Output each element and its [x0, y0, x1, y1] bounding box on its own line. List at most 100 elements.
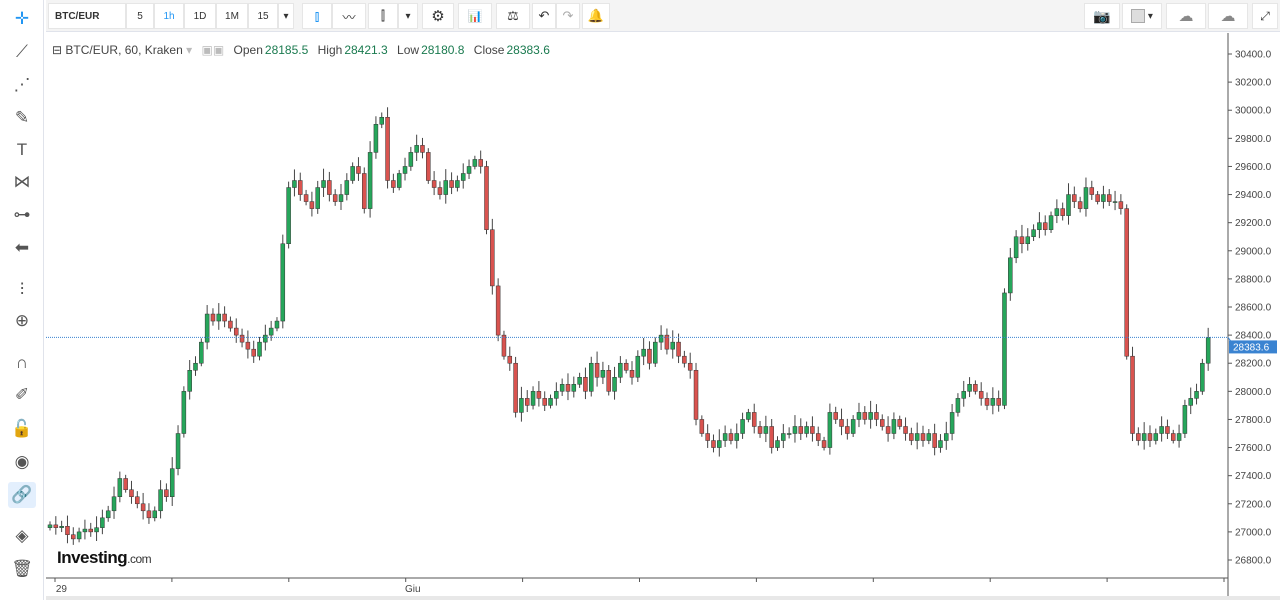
candle-body: [396, 173, 402, 188]
price-tick-label: 27800.0: [1235, 415, 1272, 426]
candle-body: [949, 412, 955, 434]
candle-body: [786, 433, 792, 435]
candle: [396, 169, 402, 191]
link-tool[interactable]: 🔗: [8, 482, 36, 508]
candle: [589, 356, 594, 397]
interval-5[interactable]: 5: [126, 3, 154, 29]
interval-1m[interactable]: 1M: [216, 3, 248, 29]
candle: [251, 340, 256, 363]
interval-1d[interactable]: 1D: [184, 3, 216, 29]
color-button[interactable]: ▾: [1122, 3, 1162, 29]
candle: [117, 471, 123, 503]
price-tick-label: 27000.0: [1235, 527, 1272, 538]
undo-button[interactable]: ↶: [532, 3, 556, 29]
candle-body: [955, 398, 961, 413]
interval-1h[interactable]: 1h: [154, 3, 184, 29]
candle: [804, 421, 809, 438]
candle-body: [344, 180, 350, 195]
crosshair-tool[interactable]: ✛: [8, 6, 36, 32]
fullscreen-button[interactable]: ⤢: [1252, 3, 1278, 29]
candle: [228, 316, 233, 332]
measure-tool[interactable]: ⊶: [8, 202, 36, 228]
candle: [1054, 199, 1060, 224]
layers-tool[interactable]: ◈: [8, 523, 36, 549]
candle-body: [664, 334, 670, 350]
redo-icon: ↷: [562, 8, 574, 23]
legend-title[interactable]: BTC/EUR, 60, Kraken: [65, 43, 183, 57]
candle-body: [245, 341, 251, 350]
zoom-in-tool[interactable]: ⊕: [8, 308, 36, 334]
candle-body: [845, 426, 850, 434]
price-chart[interactable]: 30400.0 30200.0 30000.0 29800.0 29600.0 29400…: [46, 33, 1280, 600]
alert-button[interactable]: 🔔: [582, 3, 610, 29]
candle: [1066, 183, 1071, 225]
lock-tool[interactable]: 🔓: [8, 416, 36, 442]
indicators-tool[interactable]: ⫶: [8, 277, 36, 303]
redo-button[interactable]: ↷: [556, 3, 580, 29]
pattern-tool[interactable]: ⋈: [8, 169, 36, 195]
candle-body: [140, 503, 146, 512]
candle-body: [868, 412, 873, 420]
candle-body: [175, 433, 181, 469]
text-tool[interactable]: T: [8, 137, 36, 163]
candle-body: [920, 433, 926, 441]
trash-tool[interactable]: 🗑: [8, 556, 36, 582]
price-tick-label: 29600.0: [1235, 162, 1272, 173]
candle-body: [600, 370, 606, 378]
bar-type-button[interactable]: ⫿: [368, 3, 398, 29]
candle-body: [635, 355, 641, 378]
candle-body: [769, 426, 774, 448]
candle: [1025, 228, 1031, 251]
eye-tool[interactable]: ◉: [8, 449, 36, 475]
line-chart-button[interactable]: 〰: [332, 3, 366, 29]
compare-button[interactable]: ⚖: [496, 3, 530, 29]
candle-body: [437, 187, 443, 195]
pencil-lock-tool[interactable]: ✐: [8, 382, 36, 408]
visibility-icon[interactable]: ▣▣: [201, 43, 225, 57]
candle: [944, 421, 949, 450]
low-label: Low: [397, 43, 420, 57]
layers-icon: ◈: [15, 526, 29, 545]
candle-body: [1182, 405, 1188, 434]
candle: [216, 303, 222, 330]
candle: [856, 402, 862, 428]
candle: [821, 436, 827, 451]
indicators-button[interactable]: 📊: [458, 3, 492, 29]
load-button[interactable]: ☁: [1166, 3, 1206, 29]
symbol-input[interactable]: BTC/EUR: [48, 3, 126, 29]
save-button[interactable]: ☁: [1208, 3, 1248, 29]
snapshot-button[interactable]: 📷: [1084, 3, 1120, 29]
candle-body: [146, 510, 152, 519]
candle: [414, 134, 419, 161]
trend-line-tool[interactable]: ⟋: [8, 39, 36, 65]
candle: [199, 338, 204, 367]
magnet-tool[interactable]: ∩: [8, 350, 36, 376]
chart-type-dropdown[interactable]: ▾: [398, 3, 418, 29]
interval-15[interactable]: 15: [248, 3, 278, 29]
candle: [845, 418, 850, 440]
settings-button[interactable]: ⚙: [422, 3, 454, 29]
time-tick-label: Giu: [405, 584, 421, 595]
chevron-down-icon[interactable]: ▾: [186, 43, 193, 57]
scrollbar[interactable]: [46, 596, 1280, 600]
interval-dropdown[interactable]: ▾: [278, 3, 294, 29]
candle: [135, 491, 140, 509]
candle: [460, 163, 466, 189]
candle-body: [711, 440, 716, 448]
fib-tool[interactable]: ⋰: [8, 72, 36, 98]
candle-body: [1200, 362, 1205, 392]
price-tick-label: 27600.0: [1235, 443, 1272, 454]
candles-button[interactable]: ⫾: [302, 3, 332, 29]
back-arrow-tool[interactable]: ⬅: [8, 235, 36, 261]
brush-tool[interactable]: ✎: [8, 105, 36, 131]
candle: [850, 415, 856, 437]
collapse-icon[interactable]: ⊟: [52, 43, 63, 57]
candle: [612, 366, 617, 400]
candle: [245, 330, 251, 359]
candle-body: [65, 526, 70, 535]
candle-body: [583, 377, 588, 392]
candle-body: [478, 159, 483, 167]
candle: [571, 376, 577, 398]
candle-body: [332, 194, 338, 202]
candle: [763, 415, 769, 443]
